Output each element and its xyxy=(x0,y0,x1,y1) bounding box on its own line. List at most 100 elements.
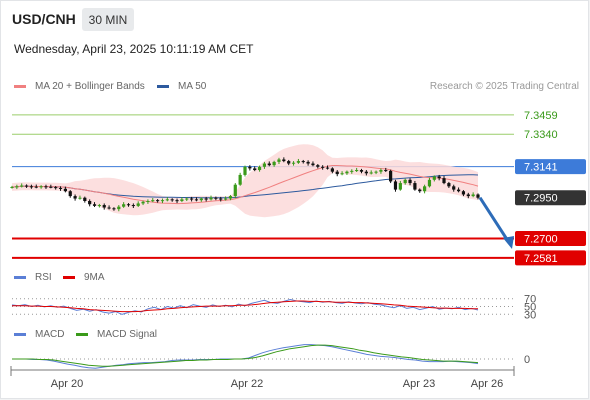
forecast-arrow-shaft xyxy=(478,196,510,242)
candle-body xyxy=(369,172,373,174)
legend-label: MACD xyxy=(35,329,65,340)
candle-body xyxy=(73,196,77,199)
candle-body xyxy=(384,170,388,172)
candle-body xyxy=(214,197,218,199)
legend-swatch xyxy=(14,85,26,88)
candle-body xyxy=(44,186,48,188)
price-level-label: 7.2950 xyxy=(524,193,558,205)
candle-body xyxy=(175,200,179,202)
candle-body xyxy=(122,204,126,207)
legend-item-ma20: MA 20 + Bollinger Bands xyxy=(14,81,145,92)
price-level-label: 7.3141 xyxy=(524,162,558,174)
candle-body xyxy=(432,176,436,180)
candle-body xyxy=(238,174,242,185)
candle-body xyxy=(301,161,305,163)
candle-body xyxy=(243,166,247,175)
candle-body xyxy=(340,173,344,175)
candle-body xyxy=(321,166,325,168)
candle-body xyxy=(427,179,432,187)
candle-body xyxy=(306,161,310,164)
candle-body xyxy=(97,205,101,207)
candle-body xyxy=(58,187,63,189)
price-level-tag xyxy=(515,159,586,175)
candle-body xyxy=(209,197,213,200)
candle-body xyxy=(282,159,286,162)
candle-body xyxy=(29,186,34,188)
candle-body xyxy=(452,186,456,190)
candle-body xyxy=(34,186,38,188)
candle-body xyxy=(136,203,140,206)
candle-body xyxy=(199,198,203,201)
interval-badge[interactable]: 30 MIN xyxy=(82,8,134,31)
candle-body xyxy=(403,179,407,184)
rsi-9ma-line xyxy=(12,300,478,313)
candle-body xyxy=(88,200,92,205)
candle-body xyxy=(24,185,29,187)
candle-body xyxy=(253,168,257,171)
candle-body xyxy=(355,170,359,172)
candle-body xyxy=(393,181,398,190)
candle-body xyxy=(262,163,267,167)
candle-body xyxy=(296,161,300,163)
timestamp: Wednesday, April 23, 2025 10:11:19 AM CE… xyxy=(14,42,254,56)
candle-body xyxy=(10,186,14,188)
x-tick-label: Apr 22 xyxy=(231,378,263,390)
candle-body xyxy=(92,204,97,206)
candle-body xyxy=(408,179,412,184)
candle-body xyxy=(335,171,339,175)
candle-body xyxy=(68,191,72,197)
candle-body xyxy=(345,171,349,174)
candle-body xyxy=(54,187,58,189)
candle-body xyxy=(267,163,271,166)
candle-body xyxy=(117,206,121,210)
candle-body xyxy=(126,204,131,206)
forecast-arrow-head xyxy=(503,236,514,249)
legend-label: MA 50 xyxy=(178,81,207,92)
candle-body xyxy=(456,189,461,192)
candle-body xyxy=(131,205,135,207)
candle-body xyxy=(389,170,393,182)
x-tick-label: Apr 20 xyxy=(51,378,83,390)
candle-body xyxy=(374,171,378,173)
legend-swatch xyxy=(14,333,26,336)
candle-body xyxy=(204,198,208,200)
legend-swatch xyxy=(14,276,26,279)
legend-label: RSI xyxy=(35,272,52,283)
ma20-line xyxy=(11,165,479,205)
candle-body xyxy=(277,159,281,162)
symbol-title: USD/CNH xyxy=(12,11,76,27)
legend-label: MACD Signal xyxy=(97,329,158,340)
candle-body xyxy=(219,198,223,200)
candle-body xyxy=(418,189,422,192)
candle-body xyxy=(379,170,383,172)
price-level-label: 7.3340 xyxy=(524,129,558,141)
price-level-tag xyxy=(515,190,586,206)
rsi-tick-label: 50 xyxy=(524,302,536,314)
legend-item-rsi: RSI xyxy=(14,272,52,283)
candle-body xyxy=(146,200,150,202)
candle-body xyxy=(83,197,87,201)
candle-body xyxy=(423,186,427,192)
candle-body xyxy=(185,198,189,200)
legend-item-macd-signal: MACD Signal xyxy=(76,329,157,340)
legend-label: 9MA xyxy=(84,272,105,283)
macd-signal-line xyxy=(12,344,479,367)
candle-body xyxy=(287,161,291,164)
candle-body xyxy=(461,191,466,195)
candle-body xyxy=(180,199,184,201)
legend-item-macd: MACD xyxy=(14,329,64,340)
candle-body xyxy=(156,200,160,202)
candle-body xyxy=(102,205,106,208)
candle-body xyxy=(49,186,53,188)
legend-swatch xyxy=(157,85,169,88)
candle-body xyxy=(170,199,174,201)
candle-body xyxy=(311,163,315,166)
candle-body xyxy=(223,198,228,200)
candle-body xyxy=(442,178,446,184)
candle-body xyxy=(107,207,111,209)
candle-body xyxy=(471,194,475,197)
x-tick-label: Apr 23 xyxy=(403,378,435,390)
candle-body xyxy=(228,196,233,199)
candle-body xyxy=(233,184,237,197)
